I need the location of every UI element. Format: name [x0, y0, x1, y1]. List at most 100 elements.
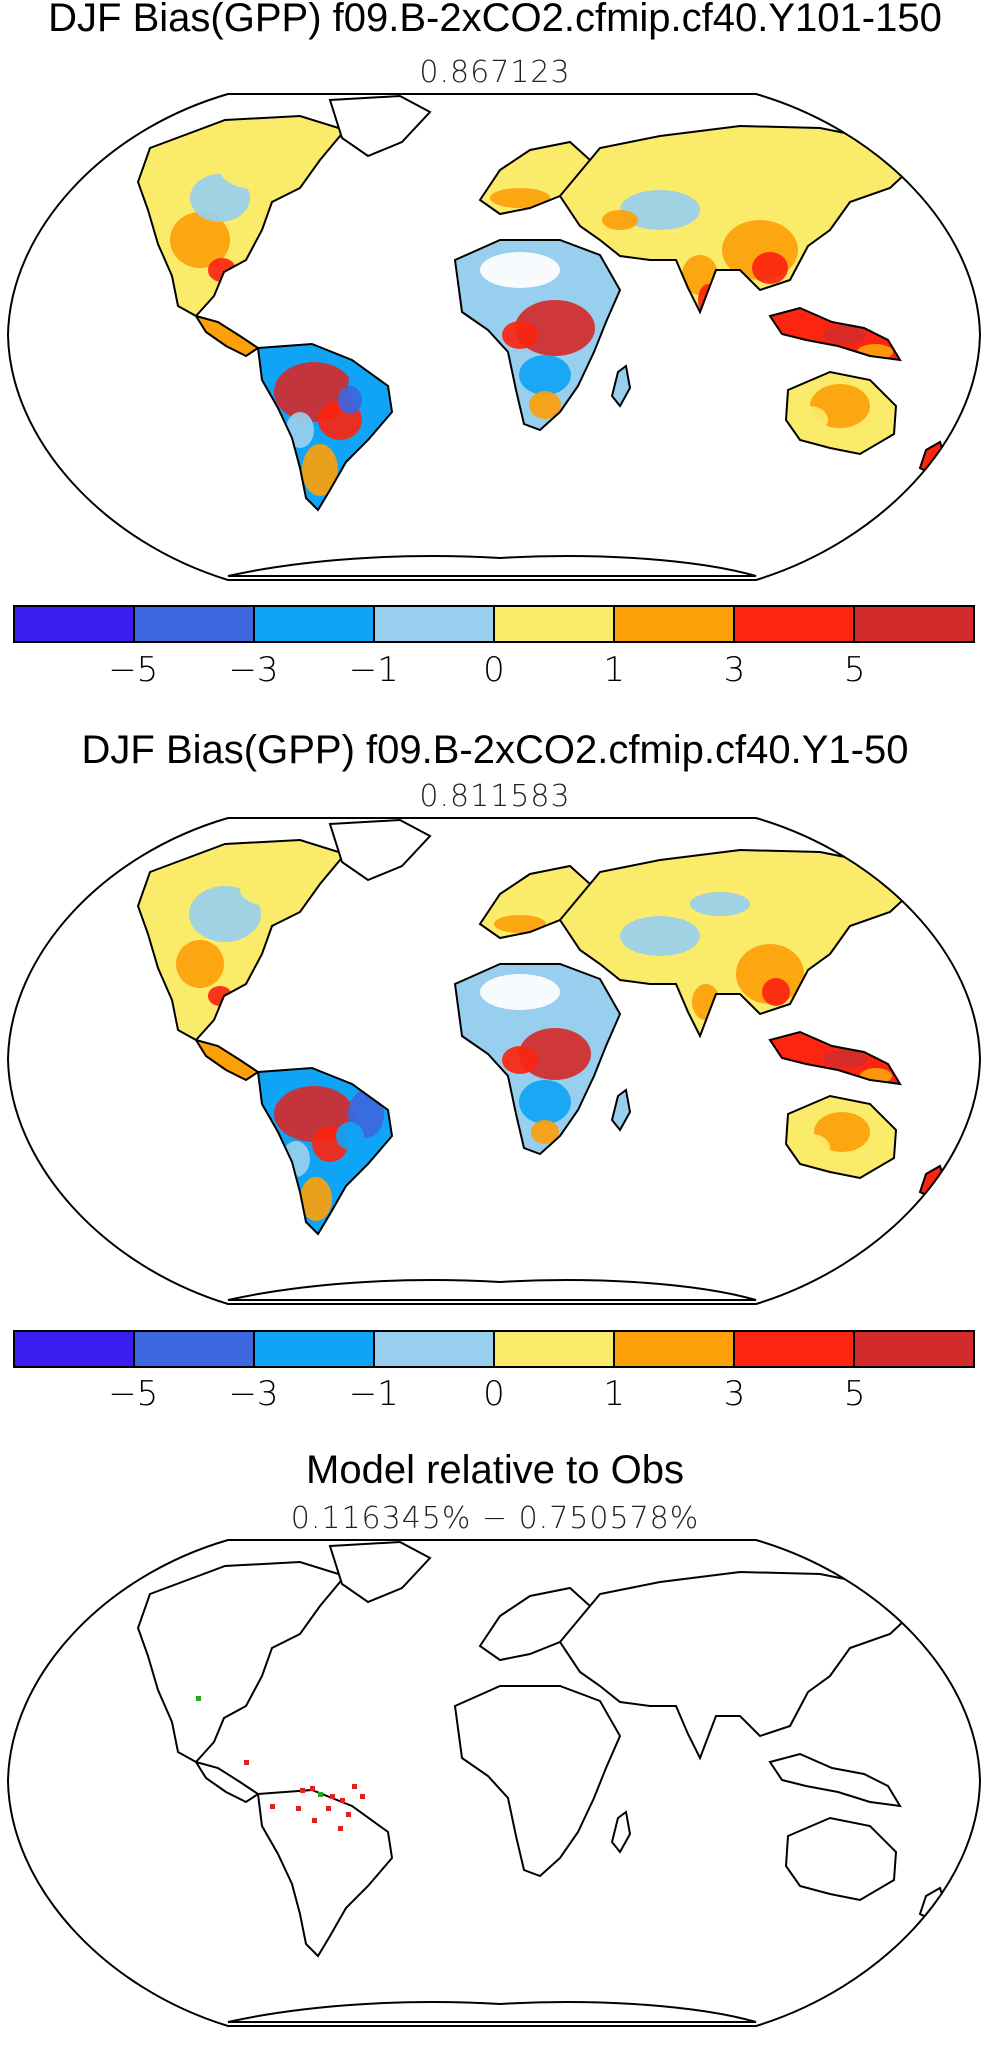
coastline — [558, 124, 922, 315]
bias-region — [558, 267, 602, 303]
coastline — [136, 114, 347, 318]
bias-region — [176, 940, 224, 988]
significance-marker — [196, 1696, 201, 1701]
colorbar-tick-label: −3 — [228, 650, 279, 690]
land-asia — [558, 124, 922, 315]
land-fill — [330, 1542, 430, 1602]
land-central-america — [193, 1038, 260, 1082]
coastline — [227, 2001, 757, 2023]
significance-marker — [360, 1794, 365, 1799]
colorbar-swatch — [255, 607, 375, 641]
colorbar-tick-label: 3 — [723, 1374, 746, 1414]
colorbar-tick-label: 5 — [843, 1374, 866, 1414]
significance-marker — [312, 1818, 317, 1823]
land-antarctica — [227, 1279, 757, 1301]
bias-region — [620, 190, 700, 230]
colorbar-tick-label: 0 — [483, 650, 505, 690]
land-africa — [453, 1685, 622, 1878]
map-content — [136, 818, 948, 1301]
coastline — [784, 1816, 898, 1902]
bias-region — [220, 150, 300, 190]
land-madagascar — [610, 364, 632, 408]
bias-region — [480, 252, 560, 288]
land-north-america — [136, 1560, 347, 1764]
bias-region — [752, 252, 788, 284]
coastline — [256, 1066, 394, 1236]
bias-region — [519, 1080, 571, 1124]
coastline — [136, 1560, 347, 1764]
bias-region — [190, 174, 250, 222]
colorbar-tick-label: 5 — [843, 650, 866, 690]
panel-3: Model relative to Obs 0.116345% − 0.7505… — [0, 1440, 990, 2043]
panel-1: DJF Bias(GPP) f09.B-2xCO2.cfmip.cf40.Y10… — [0, 0, 990, 700]
land-asia — [558, 1570, 922, 1761]
bias-region — [794, 1134, 830, 1162]
bias-region — [778, 312, 822, 332]
bias-region — [620, 916, 700, 956]
land-south-america — [256, 1788, 394, 1958]
land-antarctica — [227, 2001, 757, 2023]
coastline — [784, 370, 898, 456]
land-fill — [330, 820, 430, 880]
land-southeast-asia-islands — [768, 1752, 902, 1808]
bias-region — [302, 444, 338, 496]
colorbar-tick-label: 0 — [483, 1374, 505, 1414]
significance-marker — [326, 1806, 331, 1811]
colorbar-swatch — [615, 1332, 735, 1366]
land-fill — [770, 1754, 900, 1806]
panel-2-subtitle: 0.811583 — [419, 779, 571, 814]
panel-3-map — [6, 1539, 982, 2027]
coastline — [256, 342, 394, 512]
coastline — [227, 555, 757, 577]
land-central-america — [193, 1760, 260, 1804]
land-antarctica — [227, 555, 757, 577]
coastline — [453, 963, 622, 1156]
bias-region — [240, 874, 300, 906]
colorbar-swatch — [855, 607, 973, 641]
land-fill — [196, 316, 258, 356]
bias-region — [786, 1036, 826, 1056]
land-australia — [784, 1816, 898, 1902]
coastline — [768, 306, 902, 362]
panel-3-title: Model relative to Obs — [306, 1448, 684, 1492]
coastline — [227, 1279, 757, 1301]
colorbar-tick-label: −5 — [108, 650, 159, 690]
panel-3-subtitle: 0.116345% − 0.750578% — [290, 1501, 700, 1536]
colorbar-swatch — [495, 607, 615, 641]
land-madagascar — [610, 1088, 632, 1132]
colorbar-tick-label: −1 — [348, 1374, 399, 1414]
coastline — [610, 364, 632, 408]
land-central-america — [193, 314, 260, 358]
coastline — [256, 1788, 394, 1958]
colorbar-tick-label: −3 — [228, 1374, 279, 1414]
coastline — [193, 1760, 260, 1804]
coastline — [136, 838, 347, 1042]
coastline — [453, 239, 622, 432]
coastline — [610, 1088, 632, 1132]
colorbar-swatch — [15, 1332, 135, 1366]
colorbar-tick-label: 1 — [603, 1374, 626, 1414]
significance-marker — [244, 1760, 249, 1765]
bias-region — [690, 892, 750, 916]
bias-region — [170, 212, 230, 268]
land-greenland — [328, 818, 432, 882]
map-outline — [6, 817, 982, 1305]
significance-marker — [296, 1806, 301, 1811]
significance-marker — [330, 1794, 335, 1799]
significance-marker — [338, 1826, 343, 1831]
coastline — [768, 1030, 902, 1086]
colorbar-swatch — [375, 1332, 495, 1366]
map-outline — [6, 93, 982, 581]
land-fill — [228, 556, 756, 576]
land-fill — [228, 1280, 756, 1300]
colorbar-swatch — [15, 607, 135, 641]
land-australia — [784, 370, 898, 456]
bias-region — [762, 978, 790, 1006]
land-fill — [138, 840, 345, 1040]
colorbar-swatch — [375, 607, 495, 641]
land-fill — [786, 1818, 896, 1900]
significance-marker — [352, 1784, 357, 1789]
bias-region — [480, 974, 560, 1010]
bias-region — [792, 406, 828, 434]
land-greenland — [328, 1540, 432, 1604]
